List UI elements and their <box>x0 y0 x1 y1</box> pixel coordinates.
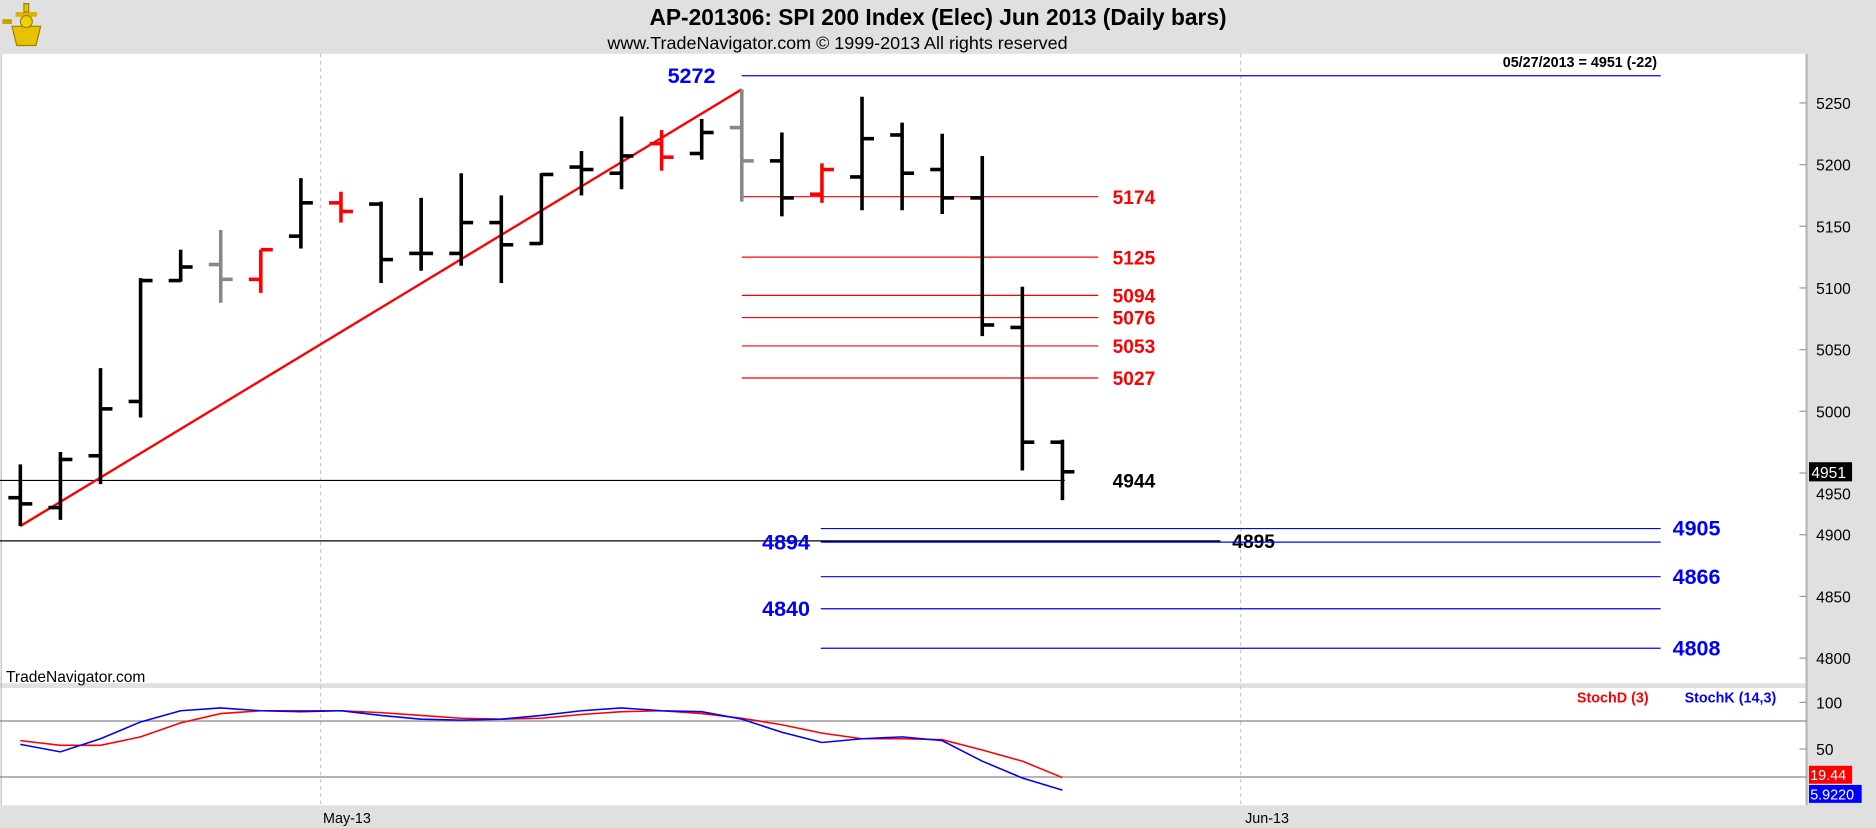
ohlc-bar <box>369 201 394 284</box>
stoch-value-label: 5.9220 <box>1810 787 1854 803</box>
ohlc-bar <box>288 178 313 249</box>
level-label-5174: 5174 <box>1113 188 1156 209</box>
ohlc-bar <box>128 278 153 418</box>
y-tick-label: 4800 <box>1816 651 1851 668</box>
ohlc-bar <box>1050 439 1075 501</box>
stoch-value-label: 19.44 <box>1810 768 1846 784</box>
level-label-4808: 4808 <box>1673 636 1721 660</box>
y-tick-label: 5050 <box>1816 343 1851 360</box>
y-tick-label: 4900 <box>1816 528 1851 545</box>
ohlc-bar <box>890 122 915 211</box>
ohlc-bar <box>88 368 113 485</box>
level-label-5125: 5125 <box>1113 248 1156 269</box>
level-label-5094: 5094 <box>1113 287 1156 308</box>
ohlc-bar <box>208 229 233 303</box>
level-label-4905: 4905 <box>1673 517 1721 541</box>
y-tick-label: 5200 <box>1816 158 1851 175</box>
level-label-4944: 4944 <box>1113 472 1156 493</box>
ohlc-bar <box>689 118 714 160</box>
level-label-5053: 5053 <box>1113 337 1156 358</box>
x-tick-label: Jun-13 <box>1245 811 1289 827</box>
ohlc-bar <box>449 173 474 266</box>
ohlc-bar <box>329 191 353 223</box>
level-label-4866: 4866 <box>1673 565 1721 589</box>
current-price-box <box>1809 462 1853 482</box>
ohlc-bar <box>48 452 73 520</box>
logo-icon <box>2 2 42 47</box>
ohlc-bar <box>970 155 995 337</box>
level-label-5076: 5076 <box>1113 309 1156 330</box>
ohlc-bar <box>649 130 674 171</box>
stoch-y-tick-label: 100 <box>1816 695 1842 712</box>
ohlc-bar <box>809 163 834 203</box>
stoch-legend-d: StochD (3) <box>1577 690 1649 706</box>
level-label-5272: 5272 <box>668 64 716 88</box>
x-tick-label: May-13 <box>323 811 371 827</box>
y-tick-label: 4850 <box>1816 589 1851 606</box>
watermark-text: TradeNavigator.com <box>6 669 145 686</box>
y-tick-label: 5100 <box>1816 281 1851 298</box>
ohlc-bar <box>168 249 193 283</box>
last-bar-readout: 05/27/2013 = 4951 (-22) <box>1503 55 1658 71</box>
chart-subtitle: www.TradeNavigator.com © 1999-2013 All r… <box>606 33 1067 53</box>
stoch-legend-k: StochK (14,3) <box>1685 690 1777 706</box>
stochastic-panel <box>0 688 1807 806</box>
ohlc-bar <box>769 132 794 217</box>
chart-title: AP-201306: SPI 200 Index (Elec) Jun 2013… <box>649 4 1226 30</box>
y-tick-label: 5150 <box>1816 219 1851 236</box>
ohlc-bar <box>609 116 634 190</box>
level-label-5027: 5027 <box>1113 369 1156 390</box>
ohlc-bar <box>409 197 434 271</box>
level-label-4840: 4840 <box>762 597 810 621</box>
y-tick-label: 5000 <box>1816 404 1851 421</box>
y-tick-label: 5250 <box>1816 96 1851 113</box>
ohlc-bar <box>850 96 874 211</box>
ohlc-bar <box>930 133 955 214</box>
ohlc-bar <box>8 464 33 527</box>
ohlc-bar <box>529 172 554 246</box>
level-label-4894: 4894 <box>762 530 810 554</box>
stoch-y-tick-label: 50 <box>1816 742 1834 759</box>
ohlc-bar <box>1010 286 1035 471</box>
ohlc-bar <box>729 89 754 202</box>
ohlc-bar <box>248 247 273 293</box>
stoch-value-box <box>1809 765 1853 784</box>
y-tick-label: 4950 <box>1816 486 1851 503</box>
ohlc-bar <box>489 195 514 284</box>
ohlc-bar <box>569 151 594 196</box>
current-price-label: 4951 <box>1811 465 1846 482</box>
stoch-value-box <box>1809 784 1862 803</box>
